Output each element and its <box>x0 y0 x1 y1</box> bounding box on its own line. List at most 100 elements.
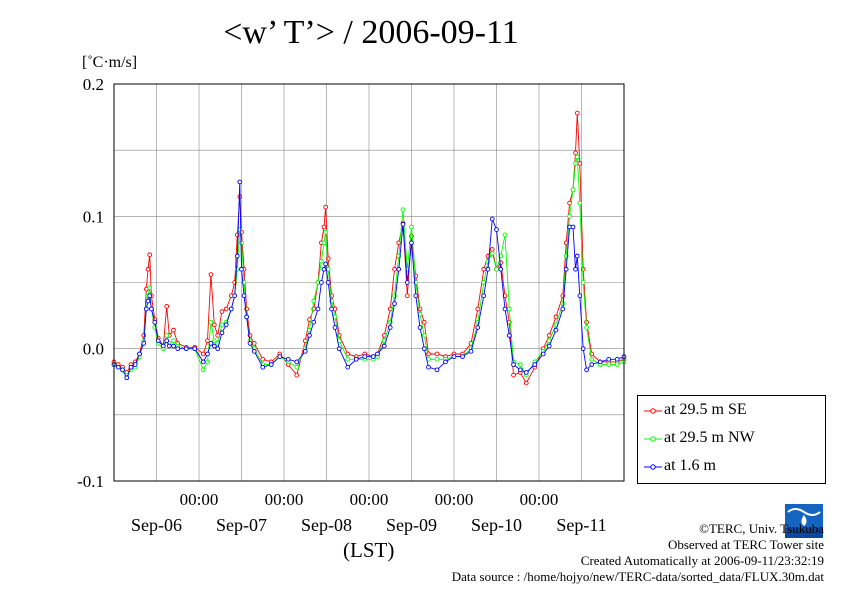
data-point <box>143 306 149 312</box>
data-point <box>294 359 300 365</box>
data-point <box>553 327 559 333</box>
data-point <box>589 362 595 367</box>
data-point <box>400 221 406 227</box>
legend: at 29.5 m SE at 29.5 m NW at 1.6 m <box>637 395 826 484</box>
data-point <box>553 314 559 320</box>
data-point <box>345 364 351 370</box>
data-point <box>147 293 153 299</box>
data-point <box>205 359 210 365</box>
data-point <box>481 293 487 299</box>
data-point <box>211 343 217 349</box>
x-date-tick-label: Sep-10 <box>471 515 522 535</box>
data-point <box>532 362 538 367</box>
data-point <box>413 293 419 299</box>
data-point <box>589 356 595 362</box>
data-point <box>325 256 331 262</box>
terc-logo-icon <box>785 504 823 538</box>
legend-marker-se-icon <box>644 408 662 414</box>
data-point <box>128 364 134 370</box>
data-point <box>614 356 620 362</box>
data-point <box>171 343 176 349</box>
data-point <box>323 204 328 210</box>
data-point <box>580 280 586 285</box>
data-point <box>294 372 300 378</box>
data-point <box>166 343 172 349</box>
data-point <box>570 224 576 230</box>
data-point <box>223 322 229 328</box>
data-point <box>421 333 427 338</box>
data-point <box>481 266 487 272</box>
data-point <box>345 356 351 362</box>
data-point <box>332 325 338 330</box>
data-point <box>205 351 210 357</box>
data-point <box>489 216 495 222</box>
data-point <box>421 319 427 325</box>
data-point <box>573 150 578 156</box>
data-point <box>570 187 576 193</box>
data-point <box>302 348 308 354</box>
data-point <box>319 280 324 285</box>
x-time-tick-label: 00:00 <box>180 490 219 509</box>
data-point <box>580 346 586 352</box>
data-point <box>392 301 397 307</box>
data-point <box>251 341 257 346</box>
data-point <box>434 356 440 362</box>
data-point <box>219 309 225 314</box>
data-point <box>580 266 586 272</box>
data-point <box>494 227 499 232</box>
y-tick-label: -0.1 <box>77 472 104 491</box>
x-time-tick-label: 00:00 <box>265 490 304 509</box>
data-point <box>137 351 142 357</box>
data-point <box>200 351 206 357</box>
x-tick-labels: 00:00 00:00 00:00 00:00 00:00 Sep-06 Sep-07 Sep… <box>131 490 607 535</box>
x-date-tick-label: Sep-06 <box>131 515 182 535</box>
data-point <box>321 240 327 246</box>
data-point <box>234 232 240 238</box>
data-point <box>244 314 249 320</box>
data-point <box>489 247 495 252</box>
data-point <box>370 354 376 359</box>
x-date-tick-label: Sep-11 <box>556 515 606 535</box>
data-point <box>147 285 153 291</box>
data-point <box>234 253 240 259</box>
created-text: Created Automatically at 2006-09-11/23:3… <box>580 553 824 568</box>
legend-label-se: at 29.5 m SE <box>664 401 747 418</box>
grid-lines <box>114 83 624 482</box>
data-point <box>315 306 321 312</box>
data-point <box>124 375 130 381</box>
data-point <box>502 306 508 312</box>
data-point <box>164 333 170 338</box>
data-point <box>294 364 300 370</box>
data-point <box>321 266 327 272</box>
data-point <box>517 367 523 373</box>
data-point <box>323 261 328 267</box>
data-point <box>396 266 402 272</box>
x-time-tick-label: 00:00 <box>520 490 559 509</box>
data-point <box>307 333 312 338</box>
data-point <box>400 207 406 213</box>
data-point <box>577 161 583 166</box>
data-point <box>219 330 225 336</box>
data-point <box>387 325 393 330</box>
data-point <box>223 306 229 312</box>
data-point <box>404 280 410 285</box>
data-point <box>523 370 529 375</box>
data-point <box>614 362 620 367</box>
data-point <box>387 306 393 312</box>
data-point <box>145 266 151 272</box>
data-point <box>232 293 238 299</box>
y-axis-unit: [˚C·m/s] <box>82 54 138 71</box>
data-point <box>311 319 317 325</box>
data-point <box>606 356 612 362</box>
data-point <box>584 367 589 373</box>
x-axis-label: (LST) <box>343 538 395 562</box>
data-point <box>381 343 387 349</box>
data-point <box>485 258 491 264</box>
data-point <box>353 356 359 362</box>
data-point <box>329 306 334 312</box>
data-point <box>200 359 206 365</box>
data-point <box>237 179 243 185</box>
data-point <box>155 338 161 344</box>
data-point <box>141 341 147 346</box>
